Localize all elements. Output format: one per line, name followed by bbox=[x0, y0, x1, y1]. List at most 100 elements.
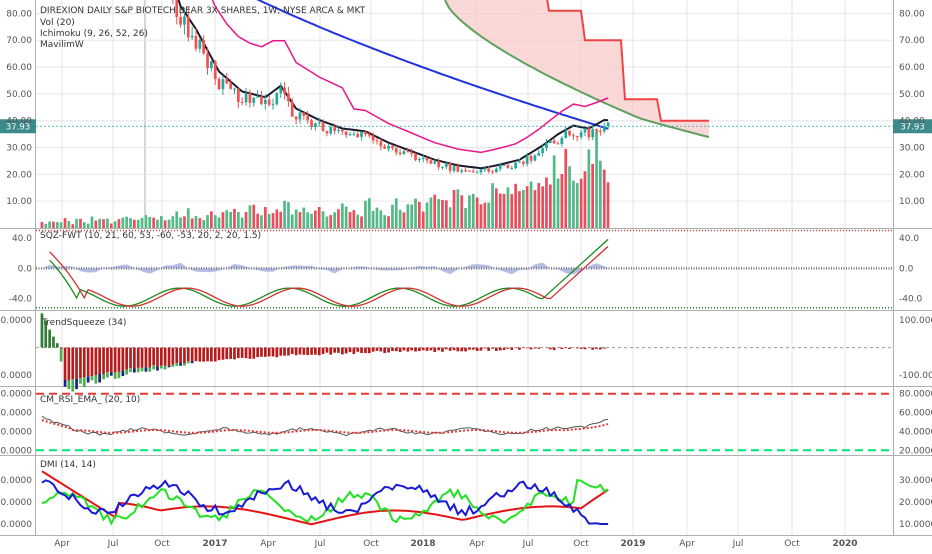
y-tick-label: 60.0000 bbox=[899, 409, 932, 419]
trend-bar bbox=[364, 348, 367, 354]
y-tick-label: 40.0 bbox=[12, 234, 32, 244]
trend-bar bbox=[595, 348, 598, 349]
volume-bar bbox=[368, 198, 371, 228]
candle-body bbox=[541, 148, 544, 153]
candle-body bbox=[276, 93, 279, 104]
y-tick-label: 10.00 bbox=[6, 197, 32, 207]
trend-bar bbox=[387, 348, 390, 353]
volume-bar bbox=[568, 166, 571, 228]
volume-bar bbox=[195, 216, 198, 228]
trend-bar bbox=[368, 348, 371, 354]
volume-bar bbox=[256, 214, 259, 228]
trend-bar bbox=[437, 348, 440, 351]
volume-bar bbox=[341, 203, 344, 228]
candle-body bbox=[468, 171, 471, 172]
volume-bar bbox=[383, 215, 386, 228]
volume-bar bbox=[588, 149, 591, 228]
volume-bar bbox=[56, 222, 59, 228]
volume-bar bbox=[599, 161, 602, 228]
y-tick-label: 20.00 bbox=[6, 170, 32, 180]
trend-bar bbox=[256, 348, 259, 358]
trend-bar bbox=[553, 348, 556, 351]
volume-bar bbox=[499, 194, 502, 229]
x-tick-label: Oct bbox=[154, 539, 170, 549]
candle-body bbox=[356, 134, 359, 137]
candle-body bbox=[260, 96, 263, 104]
trend-bar-ext bbox=[83, 377, 86, 387]
candle-body bbox=[530, 156, 533, 161]
trend-bar bbox=[122, 348, 125, 371]
x-tick-label: 2020 bbox=[832, 539, 857, 549]
y-tick-label: 30.00 bbox=[899, 144, 925, 154]
x-tick-label: Apr bbox=[260, 539, 276, 549]
volume-bar bbox=[249, 205, 252, 228]
y-tick-label: 80.00 bbox=[899, 9, 925, 19]
trend-bar bbox=[484, 348, 487, 349]
trend-bar bbox=[418, 348, 421, 352]
candle-body bbox=[299, 112, 302, 119]
volume-bar bbox=[607, 182, 610, 228]
trend-bar bbox=[114, 348, 117, 373]
trend-bar bbox=[156, 348, 159, 367]
trend-bar bbox=[526, 348, 529, 349]
candle-body bbox=[491, 171, 494, 172]
trend-bar bbox=[195, 348, 198, 362]
trend-bar bbox=[87, 348, 90, 377]
candle-body bbox=[199, 40, 202, 49]
trend-bar bbox=[591, 348, 594, 350]
candle-body bbox=[476, 172, 479, 173]
candle-body bbox=[387, 146, 390, 149]
rsi-title: CM_RSI_EMA_ (20, 10) bbox=[40, 395, 140, 405]
trend-bar bbox=[395, 348, 398, 352]
candle-body bbox=[283, 87, 286, 93]
volume-bar bbox=[484, 203, 487, 228]
candle-body bbox=[279, 87, 282, 93]
y-tick-label: -100.0000 bbox=[0, 371, 32, 381]
trend-bar bbox=[148, 348, 151, 368]
volume-bar bbox=[364, 201, 367, 228]
candle-body bbox=[553, 141, 556, 144]
y-tick-label: 30.00 bbox=[6, 144, 32, 154]
trend-bar bbox=[491, 348, 494, 349]
trend-bar bbox=[372, 348, 375, 352]
x-tick-label: Jul bbox=[522, 539, 534, 549]
trend-bar bbox=[306, 348, 309, 355]
candle-body bbox=[549, 141, 552, 143]
candle-body bbox=[430, 160, 433, 163]
trend-bar bbox=[83, 348, 86, 378]
volume-bar bbox=[129, 218, 132, 228]
trend-bar bbox=[202, 348, 205, 362]
chart-title: DIREXION DAILY S&P BIOTECH BEAR 3X SHARE… bbox=[40, 6, 366, 16]
candle-body bbox=[218, 79, 221, 89]
candle-body bbox=[426, 158, 429, 161]
trend-bar-ext bbox=[71, 379, 74, 392]
trend-bar bbox=[430, 348, 433, 351]
volume-bar bbox=[387, 216, 390, 228]
candle-body bbox=[380, 141, 383, 146]
y-tick-label: 20.0000 bbox=[899, 446, 932, 456]
volume-bar bbox=[507, 187, 510, 228]
trend-bar bbox=[283, 348, 286, 356]
volume-bar bbox=[291, 215, 294, 229]
volume-bar bbox=[218, 218, 221, 229]
trend-bar bbox=[56, 343, 59, 347]
volume-bar bbox=[141, 218, 144, 228]
trend-bar bbox=[576, 348, 579, 349]
trend-bar bbox=[291, 348, 294, 354]
candle-body bbox=[572, 135, 575, 136]
candle-body bbox=[306, 116, 309, 120]
trend-bar bbox=[480, 348, 483, 351]
volume-bar bbox=[237, 212, 240, 228]
candle-body bbox=[353, 134, 356, 135]
y-tick-label: 40.00 bbox=[6, 117, 32, 127]
trend-bar bbox=[133, 348, 136, 369]
trend-bar-ext bbox=[75, 379, 78, 389]
trend-bar bbox=[272, 348, 275, 357]
candle-body bbox=[287, 94, 290, 102]
candle-body bbox=[499, 165, 502, 168]
trend-bar bbox=[106, 348, 109, 373]
volume-bar bbox=[152, 218, 155, 228]
y-tick-label: 20.0000 bbox=[0, 446, 32, 456]
trend-bar bbox=[125, 348, 128, 370]
